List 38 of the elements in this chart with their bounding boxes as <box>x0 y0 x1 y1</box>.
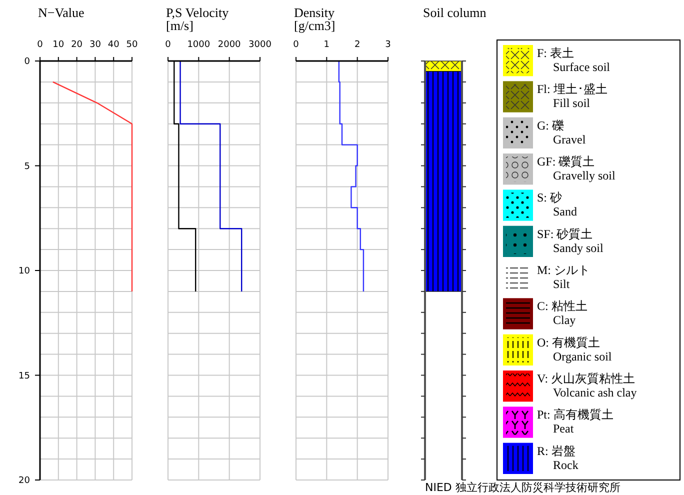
chart-title: Density <box>294 5 335 20</box>
x-tick-label: 0 <box>37 40 44 50</box>
text: F: 表土 Surface soil <box>537 46 611 74</box>
text: R: 岩盤 Rock <box>537 444 578 472</box>
y-tick-label: 5 <box>24 162 30 172</box>
legend-label: GF: 礫質土 Gravelly soil <box>537 154 616 182</box>
x-tick-label: 3 <box>385 40 391 50</box>
x-tick-label: 30 <box>89 40 102 50</box>
chart-subtitle: [m/s] <box>166 18 194 33</box>
chart-title: P,S Velocity <box>166 5 230 20</box>
x-tick-label: 40 <box>108 40 120 50</box>
legend-label: Pt: 高有機質土 Peat <box>537 408 614 436</box>
legend-label: C: 粘性土 Clay <box>537 299 588 328</box>
x-tick-label: 0 <box>165 40 172 50</box>
chart-title: N−Value <box>38 5 85 20</box>
x-tick-label: 2000 <box>218 40 242 50</box>
legend-label: G: 礫 Gravel <box>537 118 586 146</box>
x-tick-label: 1000 <box>187 40 210 50</box>
legend-label: V: 火山灰質粘性土 Volcanic ash clay <box>537 372 637 400</box>
text: NIED 独立行政法人防災科学技術研究所 <box>425 481 620 494</box>
x-tick-label: 50 <box>126 40 138 50</box>
legend-label: Fl: 埋土･盛土 Fill soil <box>537 82 608 110</box>
x-tick-label: 2 <box>354 40 360 50</box>
y-tick-label: 20 <box>18 476 30 486</box>
y-tick-label: 0 <box>24 57 30 67</box>
legend-label: O: 有機質土 Organic soil <box>537 335 612 364</box>
legend-label: SF: 砂質土 Sandy soil <box>537 226 604 255</box>
y-tick-label: 15 <box>18 371 30 382</box>
x-tick-label: 10 <box>52 40 64 50</box>
line-series <box>52 81 133 292</box>
x-tick-label: 20 <box>71 40 83 50</box>
x-tick-label: 1 <box>324 40 330 50</box>
y-tick-label: 10 <box>18 266 30 276</box>
legend-label: S: 砂 Sand <box>537 190 577 219</box>
x-tick-label: 3000 <box>248 40 272 50</box>
x-tick-label: 0 <box>293 40 300 50</box>
legend-label: M: シルト Silt <box>537 263 590 291</box>
chart-title: Soil column <box>423 5 487 20</box>
